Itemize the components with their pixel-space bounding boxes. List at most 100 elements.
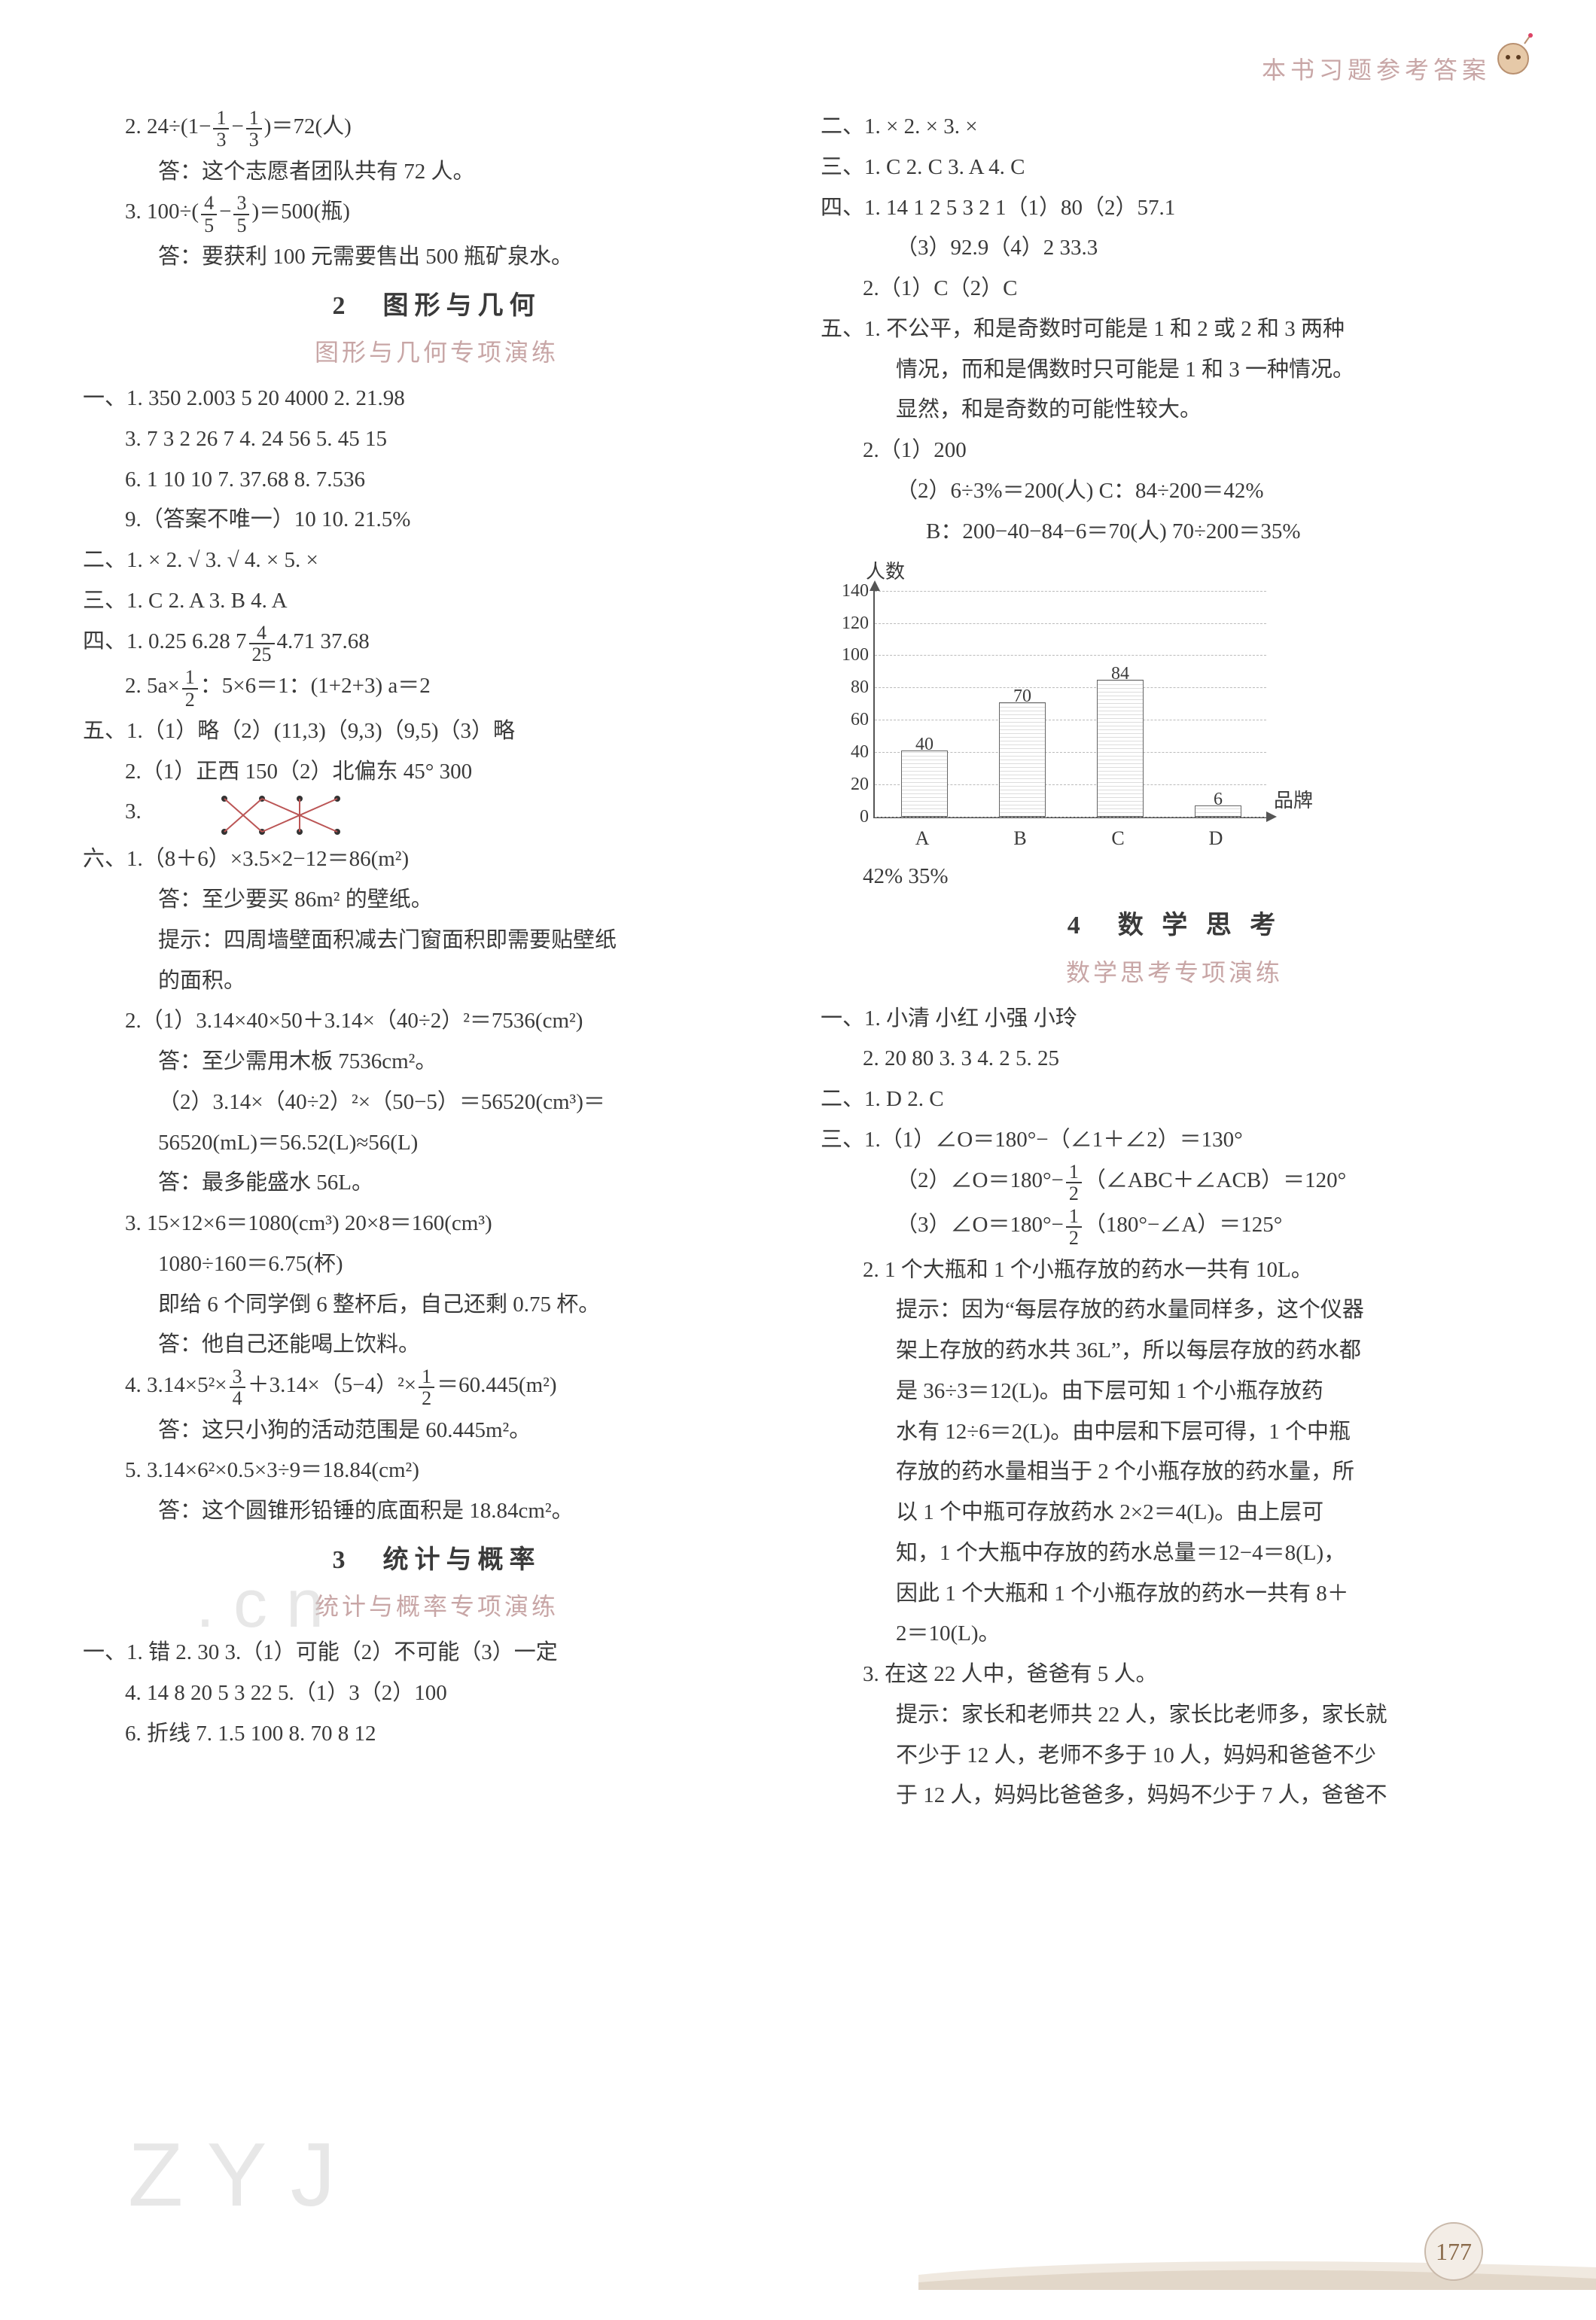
y-tick-label: 60 (833, 704, 869, 735)
answer-text: 的面积。 (83, 962, 790, 1000)
footer-decoration (918, 2245, 1596, 2290)
answer-line: 2. 1 个大瓶和 1 个小瓶存放的药水一共有 10L。 (821, 1251, 1528, 1289)
answer-text: 水有 12÷6＝2(L)。由中层和下层可得，1 个中瓶 (821, 1413, 1528, 1451)
answer-line: 6. 1 10 10 7. 37.68 8. 7.536 (83, 461, 790, 499)
answer-text: 答：他自己还能喝上饮料。 (83, 1326, 790, 1364)
bar: 70 (999, 702, 1046, 817)
answer-text: 答：至少需用木板 7536cm²。 (83, 1043, 790, 1081)
answer-text: 架上存放的药水共 36L”，所以每层存放的药水都 (821, 1332, 1528, 1370)
answer-line: （2）6÷3%＝200(人) C：84÷200＝42% (821, 472, 1528, 510)
answer-line: 一、1. 错 2. 30 3.（1）可能（2）不可能（3）一定 (83, 1633, 790, 1672)
x-tick-label: B (971, 821, 1069, 856)
answer-line: 三、1.（1）∠O＝180°−（∠1＋∠2）＝130° (821, 1121, 1528, 1159)
x-axis-name: 品牌 (1274, 784, 1313, 818)
answer-text: （2）3.14×（40÷2）²×（50−5）＝56520(cm³)＝ (83, 1083, 790, 1122)
left-column: 2. 24÷(1− 13 − 13 )＝72(人) 答：这个志愿者团队共有 72… (83, 105, 790, 1817)
chapter-title: 本书习题参考答案 (1262, 51, 1491, 86)
x-axis-labels: ABCD (873, 821, 1265, 856)
answer-line: 2.（1）3.14×40×50＋3.14×（40÷2）²＝7536(cm²) (83, 1002, 790, 1040)
y-tick-label: 40 (833, 736, 869, 768)
bar-value-label: 84 (1098, 658, 1143, 690)
watermark-icon: Z Y J (128, 2123, 336, 2227)
section-title: 3 统计与概率 (83, 1538, 790, 1583)
answer-line: 6. 折线 7. 1.5 100 8. 70 8 12 (83, 1715, 790, 1753)
bar-value-label: 6 (1195, 784, 1241, 815)
x-tick-label: D (1167, 821, 1265, 856)
answer-text: 2＝10(L)。 (821, 1615, 1528, 1653)
answer-text: 答：要获利 100 元需要售出 500 瓶矿泉水。 (83, 238, 790, 276)
arrow-icon (1266, 811, 1277, 822)
answer-line: 2.（1）正西 150（2）北偏东 45° 300 (83, 753, 790, 791)
answer-line: 9.（答案不唯一）10 10. 21.5% (83, 501, 790, 539)
section-subtitle: 图形与几何专项演练 (83, 331, 790, 373)
answer-line: 五、1.（1）略（2）(11,3)（9,3)（9,5)（3）略 (83, 712, 790, 750)
answer-line: 4. 3.14×5²× 34 ＋3.14×（5−4）²× 12 ＝60.445(… (83, 1366, 790, 1409)
answer-text: 因此 1 个大瓶和 1 个小瓶存放的药水一共有 8＋ (821, 1575, 1528, 1613)
answer-text: 不少于 12 人，老师不多于 10 人，妈妈和爸爸不少 (821, 1737, 1528, 1775)
answer-line: 三、1. C 2. C 3. A 4. C (821, 148, 1528, 187)
answer-line: 三、1. C 2. A 3. B 4. A (83, 582, 790, 620)
answer-line: 3. (83, 793, 790, 838)
answer-line: （3）92.9（4）2 33.3 (821, 229, 1528, 267)
y-tick-label: 120 (833, 607, 869, 639)
answer-line: 一、1. 小清 小红 小强 小玲 (821, 1000, 1528, 1038)
bar-value-label: 40 (902, 729, 947, 760)
section-title: 4 数 学 思 考 (821, 903, 1528, 948)
page-number: 177 (1424, 2222, 1483, 2281)
answer-line: 二、1. × 2. × 3. × (821, 108, 1528, 146)
y-tick-label: 100 (833, 639, 869, 671)
bar: 6 (1195, 805, 1241, 817)
answer-text: 56520(mL)＝56.52(L)≈56(L) (83, 1124, 790, 1162)
bar: 40 (901, 750, 948, 817)
answer-line: 3. 在这 22 人中，爸爸有 5 人。 (821, 1655, 1528, 1694)
answer-text: 即给 6 个同学倒 6 整杯后，自己还剩 0.75 杯。 (83, 1286, 790, 1324)
section-subtitle: 统计与概率专项演练 (83, 1585, 790, 1627)
answer-line: 42% 35% (821, 857, 1528, 896)
answer-line: 4. 14 8 20 5 3 22 5.（1）3（2）100 (83, 1674, 790, 1713)
right-column: 二、1. × 2. × 3. × 三、1. C 2. C 3. A 4. C 四… (821, 105, 1528, 1817)
answer-line: 二、1. × 2. √ 3. √ 4. × 5. × (83, 541, 790, 580)
answer-line: 显然，和是奇数的可能性较大。 (821, 391, 1528, 429)
y-tick-label: 20 (833, 769, 869, 800)
answer-text: 答：这只小狗的活动范围是 60.445m²。 (83, 1411, 790, 1450)
answer-text: 提示：四周墙壁面积减去门窗面积即需要贴壁纸 (83, 921, 790, 960)
answer-text: 答：这个志愿者团队共有 72 人。 (83, 153, 790, 191)
answer-text: 存放的药水量相当于 2 个小瓶存放的药水量，所 (821, 1453, 1528, 1491)
answer-line: B：200−40−84−6＝70(人) 70÷200＝35% (821, 513, 1528, 551)
bar-chart: 人数 0204060801001201404070846 品牌 ABCD (873, 555, 1528, 855)
bar: 84 (1097, 680, 1144, 817)
gridline (875, 655, 1266, 656)
answer-line: 四、1. 0.25 6.28 7 425 4.71 37.68 (83, 623, 790, 665)
section-subtitle: 数学思考专项演练 (821, 951, 1528, 994)
x-tick-label: A (873, 821, 971, 856)
answer-text: 是 36÷3＝12(L)。由下层可知 1 个小瓶存放药 (821, 1372, 1528, 1411)
y-tick-label: 140 (833, 575, 869, 607)
answer-line: 二、1. D 2. C (821, 1080, 1528, 1119)
answer-text: 知，1 个大瓶中存放的药水总量＝12−4＝8(L)， (821, 1534, 1528, 1573)
answer-line: （2）∠O＝180°− 12 （∠ABC＋∠ACB）＝120° (821, 1162, 1528, 1204)
answer-line: 3. 15×12×6＝1080(cm³) 20×8＝160(cm³) (83, 1204, 790, 1243)
answer-line: 五、1. 不公平，和是奇数时可能是 1 和 2 或 2 和 3 两种 (821, 310, 1528, 349)
answer-line: 四、1. 14 1 2 5 3 2 1（1）80（2）57.1 (821, 189, 1528, 227)
gridline (875, 623, 1266, 624)
section-title: 2 图形与几何 (83, 284, 790, 329)
answer-line: 2. 5a× 12 ：5×6＝1：(1+2+3) a＝2 (83, 667, 790, 710)
answer-text: 1080÷160＝6.75(杯) (83, 1245, 790, 1283)
answer-line: 情况，而和是偶数时只可能是 1 和 3 一种情况。 (821, 351, 1528, 389)
answer-text: 答：这个圆锥形铅锤的底面积是 18.84cm²。 (83, 1492, 790, 1530)
answer-text: 提示：因为“每层存放的药水量同样多，这个仪器 (821, 1291, 1528, 1329)
answer-line: 2.（1）200 (821, 431, 1528, 470)
answer-line: 5. 3.14×6²×0.5×3÷9＝18.84(cm²) (83, 1451, 790, 1490)
x-tick-label: C (1069, 821, 1167, 856)
answer-line: 2. 24÷(1− 13 − 13 )＝72(人) (83, 108, 790, 151)
gridline (875, 591, 1266, 592)
answer-line: 2. 20 80 3. 3 4. 2 5. 25 (821, 1040, 1528, 1078)
answer-text: 于 12 人，妈妈比爸爸多，妈妈不少于 7 人，爸爸不 (821, 1777, 1528, 1815)
chart-plot-area: 0204060801001201404070846 (873, 591, 1266, 818)
answer-line: 一、1. 350 2.003 5 20 4000 2. 21.98 (83, 379, 790, 418)
answer-line: 3. 100÷( 45 − 35 )＝500(瓶) (83, 193, 790, 236)
bar-value-label: 70 (1000, 680, 1045, 712)
matching-diagram (209, 793, 345, 838)
answer-text: 答：至少要买 86m² 的壁纸。 (83, 881, 790, 919)
y-axis-name: 人数 (866, 555, 1528, 589)
